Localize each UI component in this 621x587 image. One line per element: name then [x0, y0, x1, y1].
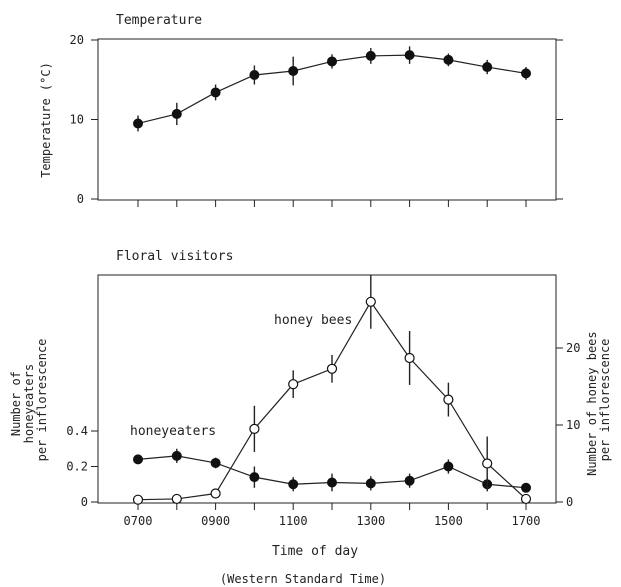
temperature-point [443, 54, 454, 65]
honeyeaters-point [249, 472, 260, 483]
honeyeaters-y-axis-label-line3: per inflorescence [35, 339, 49, 462]
floral-x-tick-label: 0900 [201, 514, 230, 528]
honeybees-y-tick-label: 20 [566, 341, 580, 355]
honeybees-y-axis-label-line1: Number of honey bees [585, 331, 599, 476]
honey-bees-point [365, 296, 376, 307]
temperature-chart: Temperature Temperature (°C) 0 10 20 [39, 13, 563, 207]
honeyeaters-point [210, 457, 221, 468]
floral-x-tick-label: 1500 [434, 514, 463, 528]
honey-bees-point [132, 494, 144, 505]
temperature-series [133, 46, 531, 132]
honeybees-series-label: honey bees [274, 313, 352, 328]
honeyeaters-point [133, 454, 143, 465]
honeyeaters-point [327, 477, 337, 488]
honey-bees-point [288, 379, 299, 390]
temperature-point [210, 87, 221, 98]
honeyeaters-y-tick-label: 0.2 [66, 460, 88, 474]
honey-bees-point [404, 352, 415, 364]
floral-left-y-ticks: 0 0.2 0.4 [66, 424, 98, 509]
honeyeaters-y-axis-label: Number of honeyeaters per inflorescence [9, 339, 49, 462]
temperature-point [288, 66, 299, 77]
floral-x-tick-label: 1700 [512, 514, 541, 528]
floral-right-y-ticks: 0 10 20 [556, 341, 580, 509]
honey-bees-point [520, 493, 532, 505]
temperature-y-tick-label: 20 [70, 33, 84, 47]
floral-chart-title: Floral visitors [116, 249, 233, 264]
honeybees-y-tick-label: 0 [566, 495, 573, 509]
temperature-point [327, 56, 337, 67]
temperature-point [249, 69, 260, 80]
honeyeaters-y-axis-label-line1: Number of [9, 371, 23, 436]
honey-bees-line [137, 300, 527, 501]
honeyeaters-point [404, 475, 415, 486]
temperature-y-tick-label: 10 [70, 113, 84, 127]
honeyeaters-y-axis-label-line2: honeyeaters [22, 364, 36, 443]
floral-visitors-chart: Floral visitors Number of honeyeaters pe… [9, 249, 612, 586]
honey-bees-point [249, 423, 260, 434]
honey-bees-point [326, 363, 338, 374]
honey-bees-point [210, 488, 221, 499]
floral-series [132, 274, 532, 505]
temperature-y-axis-label: Temperature (°C) [39, 62, 53, 178]
temperature-y-ticks: 0 10 20 [70, 33, 563, 206]
honey-bees-point [482, 458, 493, 469]
honeyeaters-point [521, 482, 531, 493]
x-axis-note: (Western Standard Time) [220, 572, 386, 586]
honeyeaters-point [288, 479, 299, 490]
honeybees-y-tick-label: 10 [566, 418, 580, 432]
honey-bees-point [443, 394, 454, 405]
temperature-x-ticks [137, 200, 527, 207]
floral-x-tick-label: 1100 [279, 514, 308, 528]
honeybees-y-axis-label-line2: per inflorescence [598, 339, 612, 462]
floral-plot-frame [97, 274, 557, 504]
floral-x-ticks: 0700 0900 1100 1300 1500 1700 [124, 503, 541, 528]
honeyeaters-y-tick-label: 0 [81, 495, 88, 509]
honeybees-y-axis-label: Number of honey bees per inflorescence [585, 324, 612, 476]
x-axis-label: Time of day [272, 544, 358, 559]
honeyeaters-point [443, 461, 454, 472]
temperature-point [171, 108, 182, 119]
floral-x-tick-label: 0700 [124, 514, 153, 528]
temperature-point [404, 50, 415, 61]
floral-x-tick-label: 1300 [356, 514, 385, 528]
temperature-y-tick-label: 0 [77, 192, 84, 206]
temperature-point [133, 118, 143, 129]
honeyeaters-point [171, 450, 182, 461]
temperature-point [482, 62, 493, 73]
honeyeaters-series-label: honeyeaters [130, 424, 216, 439]
temperature-point [365, 50, 376, 61]
temperature-point [521, 68, 531, 79]
temperature-chart-title: Temperature [116, 13, 202, 28]
honeyeaters-point [365, 478, 376, 489]
honeyeaters-y-tick-label: 0.4 [66, 424, 88, 438]
honey-bees-point [171, 493, 182, 505]
